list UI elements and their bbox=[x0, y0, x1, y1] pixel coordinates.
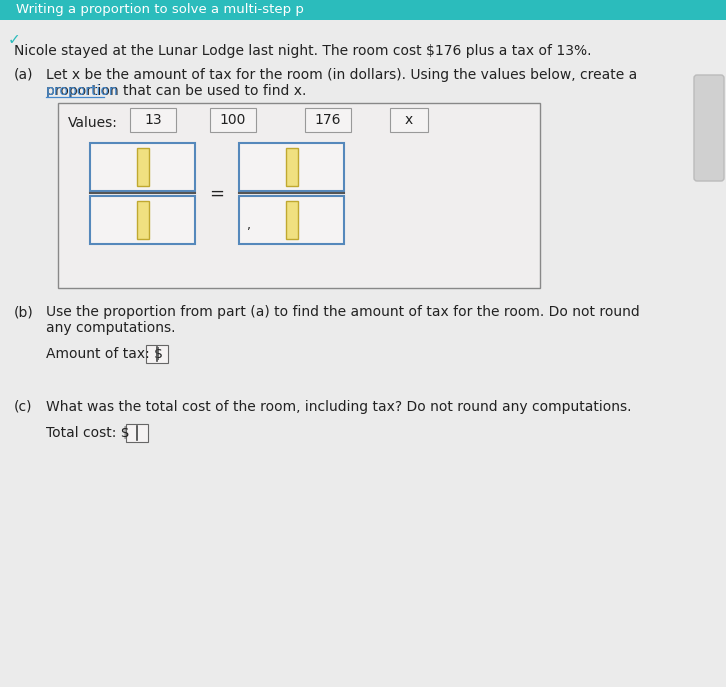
Bar bbox=[0, 0, 726, 20]
Text: (b): (b) bbox=[14, 305, 33, 319]
Text: 176: 176 bbox=[315, 113, 341, 127]
Bar bbox=[58, 103, 540, 288]
Bar bbox=[90, 143, 195, 191]
Text: proportion that can be used to find x.: proportion that can be used to find x. bbox=[46, 84, 306, 98]
Bar bbox=[285, 201, 298, 239]
Text: (c): (c) bbox=[14, 400, 33, 414]
Text: Let x be the amount of tax for the room (in dollars). Using the values below, cr: Let x be the amount of tax for the room … bbox=[46, 68, 637, 82]
Text: Values:: Values: bbox=[68, 116, 118, 130]
Text: any computations.: any computations. bbox=[46, 321, 176, 335]
Text: 13: 13 bbox=[144, 113, 162, 127]
Bar bbox=[239, 196, 344, 244]
Bar bbox=[239, 143, 344, 191]
Bar bbox=[126, 424, 148, 442]
Bar bbox=[136, 201, 149, 239]
Text: proportion: proportion bbox=[46, 84, 118, 98]
Text: Amount of tax: $: Amount of tax: $ bbox=[46, 347, 163, 361]
Text: Writing a proportion to solve a multi-step p: Writing a proportion to solve a multi-st… bbox=[16, 3, 304, 16]
Bar bbox=[130, 108, 176, 132]
Text: 100: 100 bbox=[220, 113, 246, 127]
Text: x: x bbox=[405, 113, 413, 127]
Text: =: = bbox=[210, 185, 224, 203]
Bar bbox=[390, 108, 428, 132]
Text: Use the proportion from part (a) to find the amount of tax for the room. Do not : Use the proportion from part (a) to find… bbox=[46, 305, 640, 319]
Text: Nicole stayed at the Lunar Lodge last night. The room cost $176 plus a tax of 13: Nicole stayed at the Lunar Lodge last ni… bbox=[14, 44, 592, 58]
Bar bbox=[146, 345, 168, 363]
Bar bbox=[90, 196, 195, 244]
Text: ✓: ✓ bbox=[8, 32, 21, 47]
Text: What was the total cost of the room, including tax? Do not round any computation: What was the total cost of the room, inc… bbox=[46, 400, 632, 414]
Bar bbox=[305, 108, 351, 132]
Text: Total cost: $: Total cost: $ bbox=[46, 426, 130, 440]
Text: (a): (a) bbox=[14, 68, 33, 82]
Bar bbox=[285, 148, 298, 186]
Text: ,: , bbox=[247, 220, 251, 232]
Bar bbox=[136, 148, 149, 186]
Bar bbox=[210, 108, 256, 132]
FancyBboxPatch shape bbox=[694, 75, 724, 181]
